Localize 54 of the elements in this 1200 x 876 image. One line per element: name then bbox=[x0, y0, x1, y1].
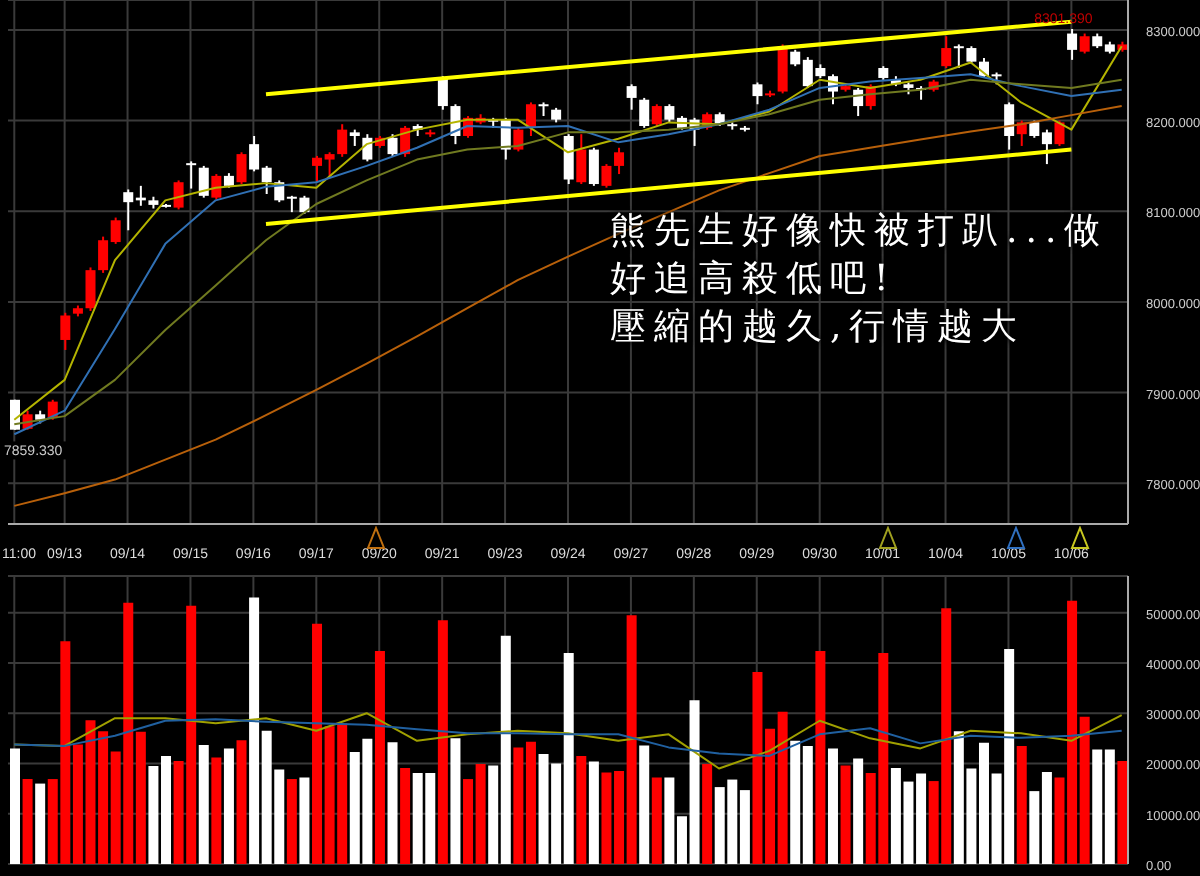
candlestick bbox=[614, 146, 625, 176]
candlestick bbox=[626, 83, 637, 111]
bar bbox=[286, 779, 297, 864]
bar bbox=[437, 620, 448, 864]
bar bbox=[374, 650, 385, 864]
bar bbox=[387, 742, 398, 864]
candlestick bbox=[60, 311, 71, 351]
candlestick bbox=[85, 266, 96, 312]
bar bbox=[35, 783, 46, 864]
bar bbox=[588, 761, 599, 864]
annotation: 壓縮的越久,行情越大 bbox=[610, 304, 1028, 352]
candlestick bbox=[236, 151, 247, 186]
bar bbox=[1016, 745, 1027, 864]
candlestick bbox=[576, 133, 587, 186]
candlestick bbox=[588, 146, 599, 187]
candlestick bbox=[752, 81, 763, 106]
candlestick bbox=[362, 133, 373, 163]
bar bbox=[853, 758, 864, 864]
bar bbox=[211, 757, 222, 864]
bar bbox=[22, 779, 33, 864]
candlestick bbox=[953, 43, 964, 69]
candlestick bbox=[601, 163, 612, 189]
bar bbox=[651, 777, 662, 864]
candlestick bbox=[563, 133, 574, 186]
candlestick bbox=[525, 101, 536, 137]
bar bbox=[1117, 760, 1128, 864]
candlestick bbox=[186, 160, 197, 190]
candlestick bbox=[387, 133, 398, 158]
candlestick bbox=[173, 179, 184, 211]
candlestick bbox=[337, 123, 348, 158]
candlestick bbox=[639, 96, 650, 129]
bar bbox=[702, 763, 713, 864]
bar bbox=[198, 744, 209, 864]
bar bbox=[236, 740, 247, 864]
candlestick bbox=[1067, 28, 1078, 61]
candlestick bbox=[211, 173, 222, 201]
candlestick bbox=[651, 103, 662, 128]
bar bbox=[840, 765, 851, 864]
bar bbox=[815, 650, 826, 864]
bar bbox=[827, 748, 838, 864]
bar bbox=[223, 748, 234, 864]
bar bbox=[10, 748, 20, 864]
candlestick bbox=[1004, 101, 1015, 151]
line-series bbox=[13, 718, 1123, 757]
candlestick bbox=[1054, 119, 1065, 147]
candlestick bbox=[777, 43, 788, 95]
bar bbox=[450, 738, 461, 864]
bar bbox=[639, 745, 650, 864]
bar bbox=[299, 777, 310, 864]
bar bbox=[576, 755, 587, 864]
candlestick bbox=[1079, 32, 1090, 55]
candlestick bbox=[198, 164, 209, 199]
bar bbox=[400, 768, 411, 864]
candlestick bbox=[941, 35, 952, 69]
